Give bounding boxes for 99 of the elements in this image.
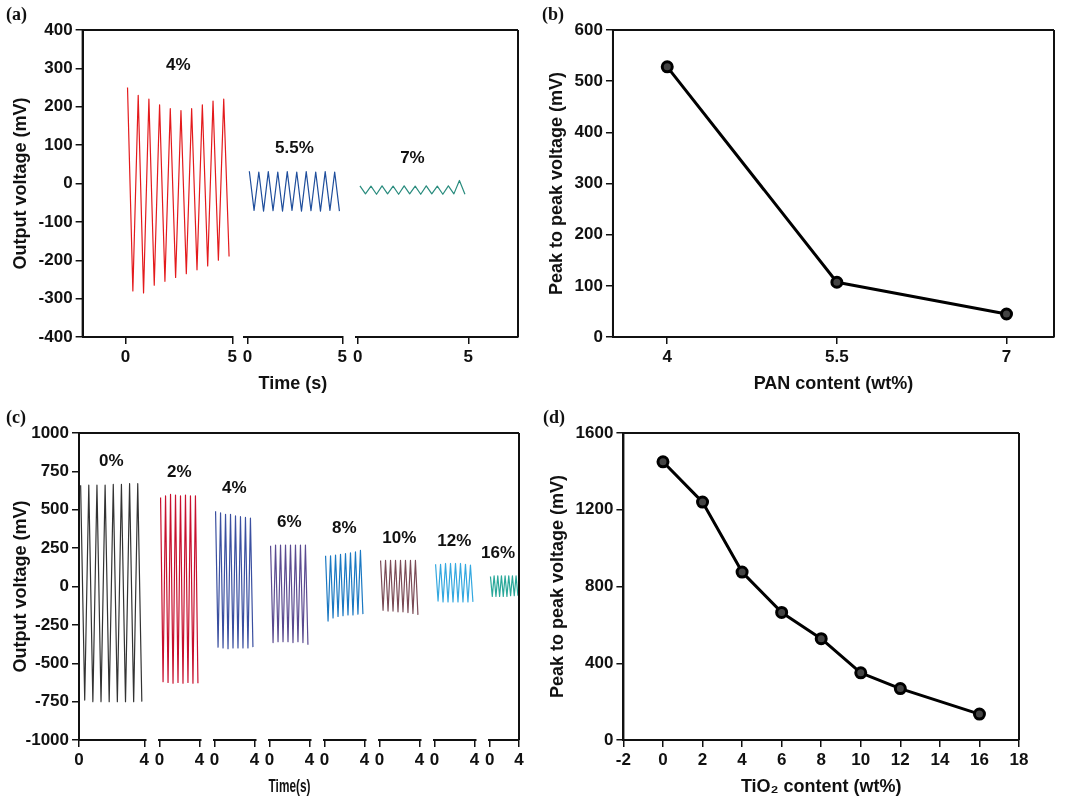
x-tick-label: 0 — [319, 749, 330, 769]
point — [660, 60, 674, 74]
x-tick-label: 0 — [429, 749, 440, 769]
y-tick-label: 600 — [574, 19, 603, 39]
chart-title: (a) — [6, 3, 27, 25]
x-tick-label: 0 — [658, 749, 668, 769]
series-label: 16% — [480, 542, 515, 562]
x-tick-label: 0 — [154, 749, 165, 769]
y-tick-label: 1000 — [31, 422, 69, 442]
x-axis-title: Time(s) — [268, 775, 311, 796]
y-tick-label: 0 — [603, 729, 614, 749]
y-tick-label: 400 — [44, 19, 73, 39]
point — [656, 455, 670, 469]
point — [830, 275, 844, 289]
y-tick-label: 200 — [574, 224, 603, 244]
series-label: 0% — [98, 450, 124, 470]
y-tick-label: 400 — [585, 652, 614, 672]
x-tick-label: 10 — [851, 749, 871, 769]
series-label: 7% — [400, 147, 425, 167]
x-tick-label: 5 — [463, 346, 473, 366]
x-tick-label: 0 — [484, 749, 495, 769]
x-axis-title: PAN content (wt%) — [753, 373, 914, 394]
x-axis-title: TiO₂ content (wt%) — [740, 776, 902, 797]
x-tick-label: 0 — [374, 749, 385, 769]
y-tick-label: 750 — [40, 461, 69, 481]
x-tick-label: 4 — [514, 749, 525, 769]
series-label: 4% — [221, 478, 247, 498]
y-tick-label: 300 — [574, 173, 603, 193]
point — [696, 495, 710, 509]
x-axis-title: Time (s) — [258, 373, 328, 394]
series-label: 10% — [382, 527, 417, 547]
point — [775, 605, 789, 619]
y-tick-label: 500 — [40, 499, 69, 519]
chart-title: (d) — [543, 406, 565, 428]
y-tick-label: 100 — [44, 134, 73, 154]
point — [1000, 307, 1013, 321]
x-tick-label: 14 — [930, 749, 950, 769]
y-tick-label: 400 — [574, 122, 603, 142]
x-tick-label: 0 — [120, 346, 131, 366]
y-tick-label: -200 — [38, 249, 73, 269]
x-tick-label: 7 — [1001, 346, 1012, 366]
y-tick-label: 300 — [44, 58, 73, 78]
series-label: 8% — [331, 517, 357, 537]
y-tick-label: 100 — [574, 275, 603, 295]
x-tick-label: 5 — [337, 346, 348, 366]
y-tick-label: 0 — [59, 576, 69, 596]
x-tick-label: 4 — [662, 346, 673, 366]
x-tick-label: 0 — [242, 346, 253, 366]
series-label: 6% — [276, 512, 302, 532]
y-axis-title: Peak to peak voltage (mV) — [546, 474, 567, 699]
x-tick-label: -2 — [615, 749, 631, 769]
point — [972, 707, 986, 721]
y-tick-label: 500 — [574, 70, 603, 90]
y-tick-label: 0 — [593, 326, 603, 346]
y-tick-label: -250 — [34, 614, 69, 634]
chart-title: (c) — [6, 406, 26, 428]
x-tick-label: 4 — [139, 749, 150, 769]
x-tick-label: 8 — [816, 749, 826, 769]
point — [854, 666, 868, 680]
x-tick-label: 4 — [469, 749, 480, 769]
chart-title: (b) — [542, 3, 564, 25]
y-tick-label: 800 — [585, 576, 614, 596]
y-tick-label: -1000 — [25, 729, 69, 749]
y-tick-label: -300 — [38, 288, 73, 308]
x-tick-label: 0 — [352, 346, 363, 366]
point — [735, 565, 749, 579]
y-tick-label: 1600 — [575, 422, 614, 442]
x-tick-label: 4 — [414, 749, 425, 769]
series-label: 5.5% — [275, 138, 314, 158]
x-tick-label: 4 — [304, 749, 315, 769]
x-tick-label: 6 — [776, 749, 787, 769]
series-label: 4% — [166, 54, 191, 74]
series-label: 2% — [166, 461, 192, 481]
x-tick-label: 5 — [227, 346, 238, 366]
y-axis-title: Peak to peak voltage (mV) — [545, 71, 566, 296]
x-tick-label: 4 — [359, 749, 370, 769]
y-axis-title: Output voltage (mV) — [9, 500, 30, 673]
x-tick-label: 0 — [209, 749, 220, 769]
x-tick-label: 16 — [969, 749, 989, 769]
x-tick-label: 0 — [264, 749, 275, 769]
x-tick-label: 4 — [737, 749, 748, 769]
y-tick-label: -100 — [38, 211, 73, 231]
y-tick-label: 250 — [40, 537, 69, 557]
x-tick-label: 4 — [249, 749, 260, 769]
y-tick-label: 0 — [63, 173, 73, 193]
series-label: 12% — [437, 530, 472, 550]
y-tick-label: -500 — [34, 652, 69, 672]
y-tick-label: -400 — [38, 326, 73, 346]
point — [893, 682, 907, 696]
x-tick-label: 18 — [1009, 749, 1029, 769]
x-tick-label: 12 — [890, 749, 910, 769]
y-tick-label: 1200 — [575, 499, 614, 519]
x-tick-label: 2 — [697, 749, 708, 769]
point — [814, 632, 828, 646]
x-tick-label: 5.5 — [825, 346, 849, 366]
x-tick-label: 4 — [194, 749, 205, 769]
y-tick-label: 200 — [44, 96, 73, 116]
y-axis-title: Output voltage (mV) — [9, 97, 30, 270]
y-tick-label: -750 — [34, 691, 69, 711]
